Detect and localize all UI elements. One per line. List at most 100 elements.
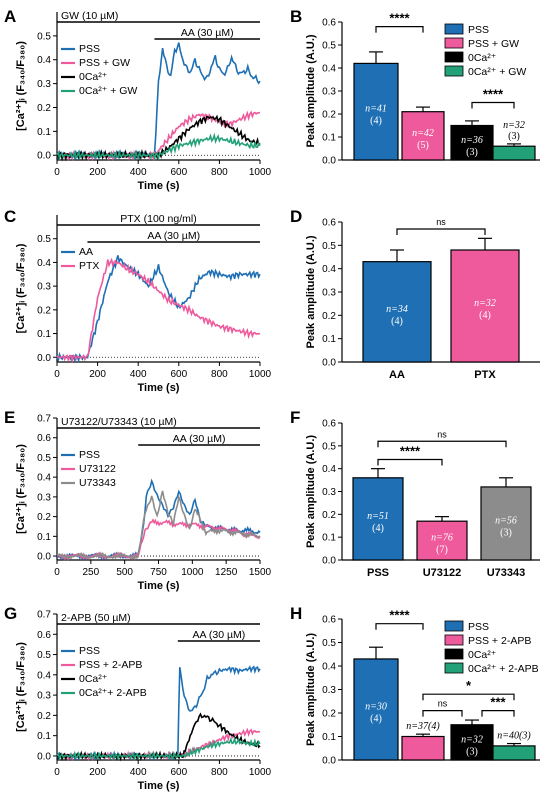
legend-entry: PSS + GW [79,57,130,69]
x-tick-label: 400 [130,369,147,380]
legend-entry: AA [79,246,93,258]
category-label: U73343 [487,567,526,579]
bar [401,111,445,161]
y-axis-title: Peak amplitude (A.U.) [305,235,317,348]
x-axis-title: Time (s) [138,580,180,592]
y-tick-label: 0.7 [37,414,51,425]
significance-label: **** [389,608,410,623]
legend-entry: 0Ca²⁺ + GW [468,66,526,78]
y-tick-label: 0.2 [37,711,51,722]
y-tick-label: 0.6 [37,630,51,641]
significance-label: ns [437,429,447,439]
bar [480,486,532,561]
x-tick-label: 200 [89,369,106,380]
panel-d: D 0.0 0.1 0.2 0.3 0.4 0.5 0.6 Peak amplitude (A.… [290,207,540,381]
y-tick-label: 0.1 [37,532,51,543]
legend-swatch [444,662,464,674]
legend-entry: U73343 [79,477,116,489]
y-tick-label: 0.1 [37,329,51,340]
y-tick-label: 0.5 [322,441,336,452]
significance-label: * [466,678,472,693]
y-tick-label: 0.3 [322,288,336,299]
category-label: PTX [474,369,496,381]
panel-label: H [290,604,302,623]
bar-n-sublabel: (7) [436,545,448,556]
bar-n-sublabel: (4) [370,713,382,724]
legend-swatch [444,51,464,63]
legend-entry: 0Ca²⁺ [468,52,497,64]
y-tick-label: 0.1 [322,732,336,743]
y-tick-label: 0.0 [37,151,51,162]
panel-label: F [290,408,300,427]
significance-bracket [375,26,424,33]
legend-entry: PSS + 2-APB [79,659,142,671]
bar-n-label: n=32 [474,298,496,309]
significance-label: *** [490,695,506,710]
significance-bracket [375,623,424,630]
panel-label: D [290,207,302,226]
significance-bracket [422,710,463,717]
x-tick-label: 400 [130,767,147,778]
legend-entry: PSS [79,449,100,461]
bar [362,261,432,363]
significance-bracket [377,458,443,466]
category-label: U73122 [423,567,462,579]
series-line-3 [56,736,261,762]
x-tick-label: 200 [89,167,106,178]
y-tick-label: 0.0 [37,552,51,563]
y-tick-label: 0.3 [322,685,336,696]
y-tick-label: 0.6 [37,433,51,444]
y-tick-label: 0.3 [322,487,336,498]
treatment-label: GW (10 µM) [61,10,118,22]
x-tick-label: 600 [170,167,187,178]
y-tick-label: 0.5 [37,453,51,464]
bar-n-sublabel: (3) [466,746,478,757]
y-tick-label: 0.0 [37,353,51,364]
y-tick-label: 0.4 [322,64,336,75]
series-line-2 [57,490,261,561]
x-tick-label: 750 [150,567,167,578]
x-tick-label: 1000 [249,167,272,178]
bar-n-label: n=36 [461,135,483,146]
legend-entry: PSS [79,43,100,55]
bar-n-label: n=30 [365,701,387,712]
x-tick-label: 800 [211,767,228,778]
y-tick-label: 0.1 [322,133,336,144]
x-tick-label: 250 [82,567,99,578]
x-axis-title: Time (s) [138,180,180,192]
stimulus-label: AA (30 µM) [181,27,234,39]
bar-n-label: n=32 [503,120,525,131]
y-tick-label: 0.6 [322,419,336,430]
y-tick-label: 0.4 [37,55,51,66]
y-axis-title: Peak amplitude (A.U.) [305,435,317,548]
bar-n-label: n=34 [386,304,408,315]
category-label: PSS [367,567,389,579]
significance-bracket [471,101,515,109]
bar-n-sublabel: (4) [391,316,403,327]
y-tick-label: 0.3 [37,79,51,90]
x-tick-label: 0 [54,767,60,778]
y-tick-label: 0.3 [37,691,51,702]
panel-label: A [4,7,16,26]
y-tick-label: 0.5 [322,638,336,649]
legend-swatch [444,634,464,646]
significance-label: **** [389,11,410,26]
panel-label: E [4,408,15,427]
y-tick-label: 0.0 [37,751,51,762]
bar-n-label: n=37(4) [406,721,440,732]
treatment-label: PTX (100 ng/ml) [120,213,196,225]
bar-n-label: n=51 [367,511,389,522]
significance-bracket [481,710,515,717]
bar [353,62,399,161]
series-line-0 [56,255,261,364]
bar [401,735,445,761]
legend-entry: PSS + GW [468,38,519,50]
panel-f: F 0.0 0.1 0.2 0.3 0.4 0.5 0.6 Peak amplitude (A.… [290,408,540,579]
y-axis-title: [Ca²⁺]ᵢ (F₃₄₀/F₃₈₀) [15,243,27,333]
y-tick-label: 0.2 [322,709,336,720]
x-axis-title: Time (s) [138,382,180,394]
y-tick-label: 0.4 [322,464,336,475]
significance-label: **** [483,87,504,102]
y-tick-label: 0.1 [322,533,336,544]
treatment-label: U73122/U73343 (10 µM) [61,416,177,428]
